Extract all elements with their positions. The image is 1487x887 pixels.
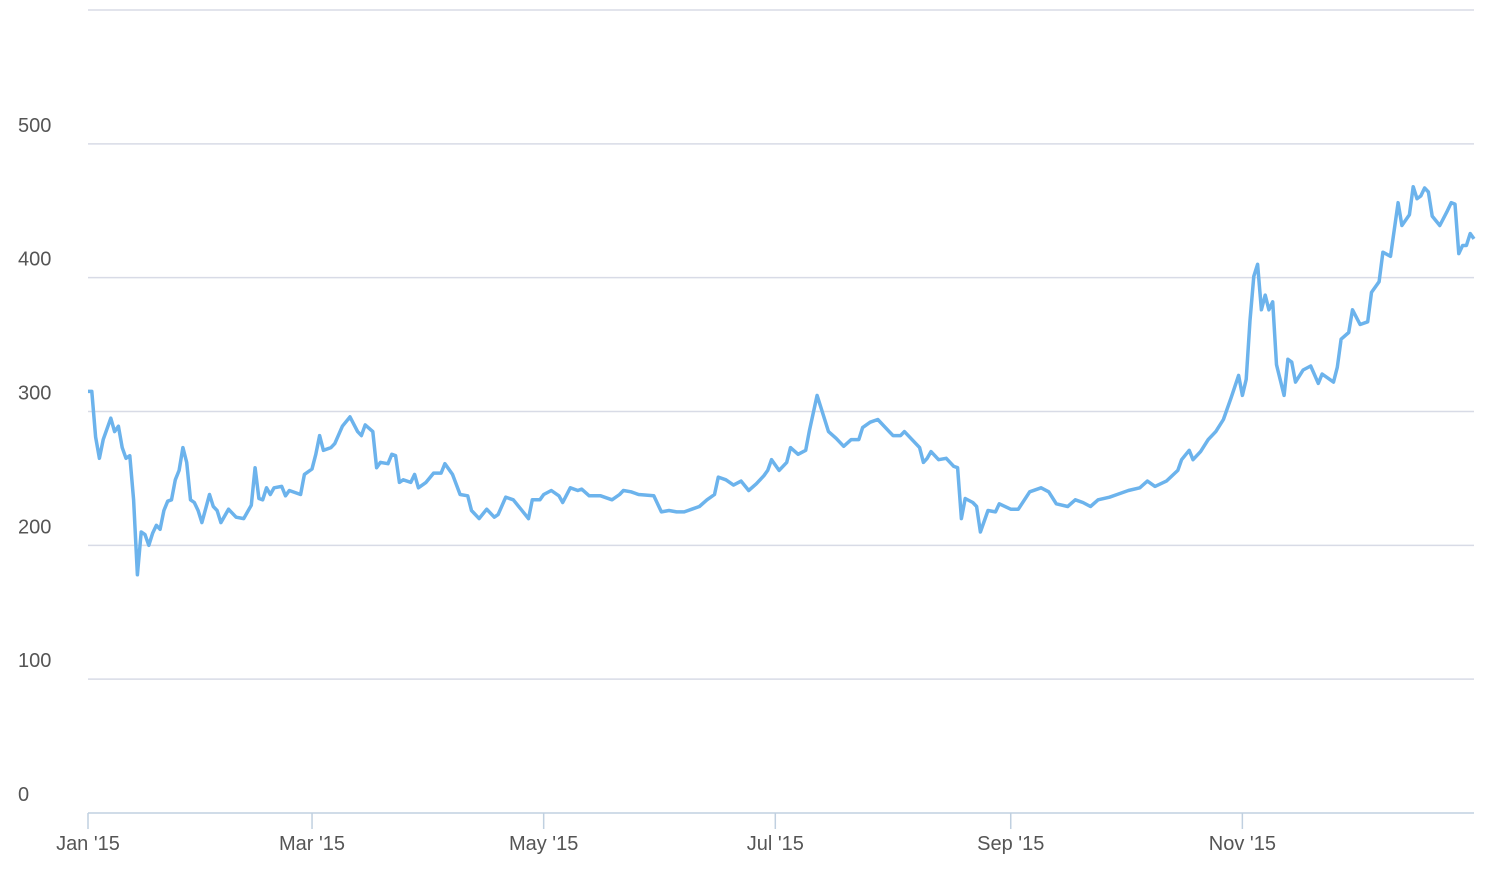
x-tick-label: Jul '15 bbox=[747, 833, 804, 855]
line bbox=[88, 184, 1476, 577]
y-tick-label: 0 bbox=[18, 784, 29, 806]
x-tick-label: Nov '15 bbox=[1209, 833, 1276, 855]
x-tick-label: Jan '15 bbox=[56, 833, 120, 855]
y-tick-label: 200 bbox=[18, 516, 51, 538]
y-tick-label: 500 bbox=[18, 115, 51, 137]
y-tick-label: 400 bbox=[18, 249, 51, 271]
y-tick-label: 300 bbox=[18, 383, 51, 405]
x-tick-label: May '15 bbox=[509, 833, 578, 855]
x-tick-label: Mar '15 bbox=[279, 833, 345, 855]
y-tick-label: 100 bbox=[18, 650, 51, 672]
x-tick-label: Sep '15 bbox=[977, 833, 1044, 855]
